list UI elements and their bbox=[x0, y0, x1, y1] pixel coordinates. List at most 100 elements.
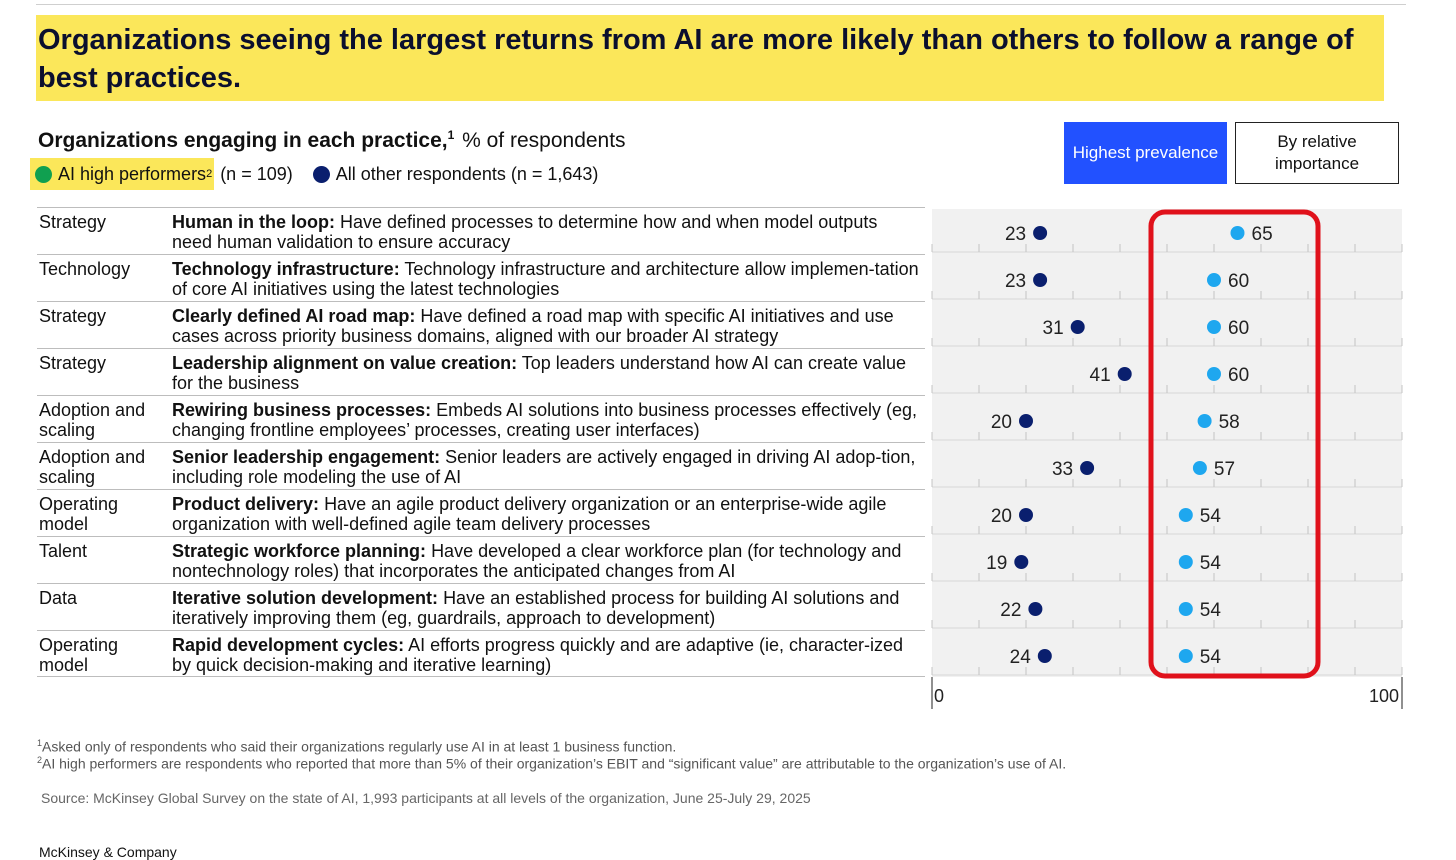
table-row: Operating model Product delivery: Have an… bbox=[37, 489, 925, 536]
high-performers-dot bbox=[1178, 508, 1193, 522]
row-title: Leadership alignment on value creation: bbox=[172, 353, 518, 373]
high-performers-dot bbox=[1178, 649, 1193, 663]
row-description: Strategic workforce planning: Have devel… bbox=[172, 541, 922, 581]
all-others-value-label: 24 bbox=[1010, 647, 1032, 668]
footnote-2-text: AI high performers are respondents who r… bbox=[42, 755, 1067, 772]
footnote-1: 1Asked only of respondents who said thei… bbox=[37, 738, 676, 755]
chart-subtitle: Organizations engaging in each practice,… bbox=[38, 128, 626, 153]
high-performers-value-label: 54 bbox=[1200, 600, 1222, 621]
all-others-value-label: 22 bbox=[1000, 600, 1021, 621]
row-text: Have defined processes to determine how … bbox=[172, 212, 878, 252]
high-performers-value-label: 60 bbox=[1228, 318, 1249, 339]
table-row: Operating model Rapid development cycles:… bbox=[37, 630, 925, 677]
high-performers-value-label: 60 bbox=[1228, 365, 1249, 386]
all-others-dot bbox=[1070, 320, 1085, 334]
row-description: Rewiring business processes: Embeds AI s… bbox=[172, 400, 922, 440]
high-performers-value-label: 57 bbox=[1214, 459, 1235, 480]
table-row: Data Iterative solution development: Have… bbox=[37, 583, 925, 630]
plot-background bbox=[932, 209, 1402, 677]
row-text: Top leaders understand how AI can create… bbox=[172, 353, 907, 393]
high-performers-dot bbox=[1178, 555, 1193, 569]
row-text: Have an established process for building… bbox=[172, 588, 900, 628]
high-performers-value-label: 54 bbox=[1200, 553, 1222, 574]
high-performers-dot bbox=[1192, 461, 1207, 475]
row-title: Rewiring business processes: bbox=[172, 400, 432, 420]
all-others-value-label: 23 bbox=[1005, 224, 1026, 245]
row-title: Technology infrastructure: bbox=[172, 259, 400, 279]
row-text: Have an agile product delivery organizat… bbox=[172, 494, 887, 534]
footnote-1-text: Asked only of respondents who said their… bbox=[42, 738, 677, 755]
all-others-value-label: 31 bbox=[1043, 318, 1064, 339]
row-description: Senior leadership engagement: Senior lea… bbox=[172, 447, 922, 487]
highlight-box bbox=[1148, 209, 1321, 679]
high-performers-value-label: 60 bbox=[1228, 271, 1249, 292]
all-others-dot bbox=[1019, 508, 1033, 522]
row-title: Product delivery: bbox=[172, 494, 320, 514]
high-performers-value-label: 54 bbox=[1200, 506, 1222, 527]
axis-tick-label-max: 100 bbox=[1369, 686, 1399, 706]
subtitle-footnote-ref: 1 bbox=[447, 128, 455, 142]
source-note: Source: McKinsey Global Survey on the st… bbox=[41, 790, 811, 806]
all-others-value-label: 20 bbox=[991, 506, 1012, 527]
all-others-dot bbox=[1117, 367, 1132, 381]
legend-high-performers-n: (n = 109) bbox=[220, 163, 293, 184]
legend-high-performers-label: AI high performers bbox=[58, 163, 207, 184]
table-row: Adoption and scaling Senior leadership en… bbox=[37, 442, 925, 489]
row-title: Senior leadership engagement: bbox=[172, 447, 441, 467]
row-category: Strategy bbox=[39, 306, 107, 326]
row-description: Iterative solution development: Have an … bbox=[172, 588, 922, 628]
table-row: Strategy Leadership alignment on value cr… bbox=[37, 348, 925, 395]
headline: Organizations seeing the largest returns… bbox=[36, 15, 1384, 101]
row-title: Human in the loop: bbox=[172, 212, 335, 232]
practices-table: Strategy Human in the loop: Have defined … bbox=[37, 207, 925, 677]
row-text: Senior leaders are actively engaged in d… bbox=[172, 447, 916, 487]
row-description: Leadership alignment on value creation: … bbox=[172, 353, 922, 393]
row-text: Have defined a road map with specific AI… bbox=[172, 306, 894, 346]
axis-tick-label-min: 0 bbox=[934, 686, 944, 706]
table-row: Technology Technology infrastructure: Tec… bbox=[37, 254, 925, 301]
all-others-dot bbox=[1028, 602, 1043, 616]
row-text: Have developed a clear workforce plan (f… bbox=[172, 541, 902, 581]
footnote-1-ref: 1 bbox=[37, 738, 43, 748]
all-others-dot bbox=[1037, 649, 1052, 663]
all-others-dot bbox=[1019, 414, 1033, 428]
high-performers-dot bbox=[1207, 273, 1221, 287]
by-relative-importance-button[interactable]: By relative importance bbox=[1235, 122, 1399, 184]
row-text: Embeds AI solutions into business proces… bbox=[172, 400, 918, 440]
row-category: Data bbox=[39, 588, 78, 608]
row-category: Strategy bbox=[39, 212, 107, 232]
row-category: Strategy bbox=[39, 353, 107, 373]
high-performers-value-label: 65 bbox=[1252, 224, 1273, 245]
all-others-dot bbox=[1014, 555, 1029, 569]
row-title: Clearly defined AI road map: bbox=[172, 306, 416, 326]
all-others-dot bbox=[1033, 226, 1048, 240]
legend-high-performers-ref: 2 bbox=[206, 168, 213, 180]
all-others-value-label: 41 bbox=[1090, 365, 1111, 386]
table-row: Strategy Clearly defined AI road map: Hav… bbox=[37, 301, 925, 348]
subtitle-unit: % of respondents bbox=[462, 129, 626, 152]
row-category: Operating model bbox=[39, 635, 119, 675]
high-performers-dot bbox=[1207, 320, 1221, 334]
row-description: Clearly defined AI road map: Have define… bbox=[172, 306, 922, 346]
all-others-value-label: 33 bbox=[1052, 459, 1073, 480]
row-description: Rapid development cycles: AI efforts pro… bbox=[172, 635, 922, 675]
row-category: Operating model bbox=[39, 494, 119, 534]
table-row: Talent Strategic workforce planning: Have… bbox=[37, 536, 925, 583]
high-performers-value-label: 54 bbox=[1200, 647, 1222, 668]
high-performers-dot bbox=[1197, 414, 1212, 428]
highest-prevalence-button[interactable]: Highest prevalence bbox=[1064, 122, 1227, 184]
legend: AI high performers 2 (n = 109) All other … bbox=[30, 158, 598, 190]
row-description: Human in the loop: Have defined processe… bbox=[172, 212, 922, 252]
legend-others-label: All other respondents (n = 1,643) bbox=[335, 163, 599, 184]
legend-others: All other respondents (n = 1,643) bbox=[312, 163, 599, 185]
high-performers-dot bbox=[1230, 226, 1245, 240]
row-text: Technology infrastructure and architectu… bbox=[172, 259, 919, 299]
legend-green-dot-icon bbox=[35, 165, 52, 183]
high-performers-dot bbox=[1178, 602, 1193, 616]
legend-high-performers: AI high performers 2 bbox=[30, 158, 215, 190]
footnote-2: 2AI high performers are respondents who … bbox=[37, 755, 1066, 772]
row-category: Talent bbox=[39, 541, 88, 561]
row-category: Adoption and scaling bbox=[39, 400, 146, 440]
all-others-dot bbox=[1033, 273, 1048, 287]
